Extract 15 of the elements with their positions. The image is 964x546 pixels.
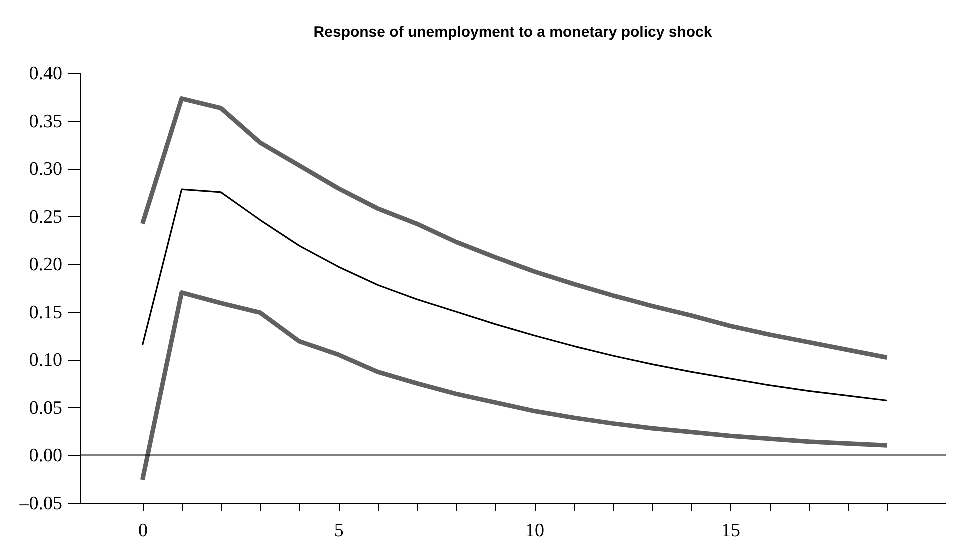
y-tick-label: 0.35	[29, 111, 62, 132]
chart-title: Response of unemployment to a monetary policy shock	[314, 24, 713, 41]
x-tick-label: 5	[334, 520, 344, 542]
x-tick-label: 10	[526, 520, 545, 542]
y-tick-label: 0.25	[29, 206, 62, 228]
y-tick-label: 0.15	[29, 302, 62, 324]
y-tick-label: 0.10	[29, 350, 62, 372]
y-tick-label: 0.20	[29, 254, 62, 276]
y-tick-label: –0.05	[18, 494, 62, 514]
x-tick-label: 0	[138, 520, 148, 542]
y-tick-label: 0.05	[29, 398, 62, 419]
y-tick-label: 0.40	[29, 64, 62, 84]
y-tick-label: 0.30	[29, 159, 62, 180]
x-tick-label: 15	[721, 520, 740, 542]
y-tick-label: 0.00	[29, 446, 62, 467]
